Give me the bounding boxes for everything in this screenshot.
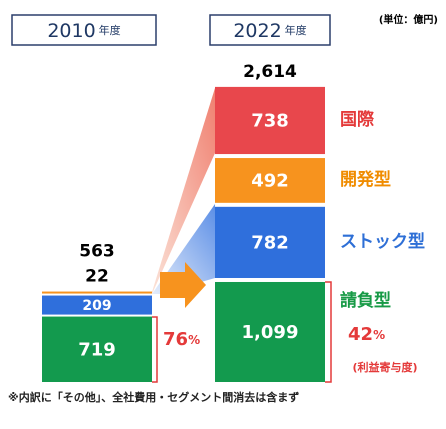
total-label: 2,614 xyxy=(243,62,297,82)
category-label: 2010 年度 xyxy=(47,20,120,42)
year: 2022 xyxy=(233,20,281,42)
bracket xyxy=(152,316,158,383)
bar-segment xyxy=(215,158,325,203)
value-label: 738 xyxy=(251,110,289,131)
share-note: (利益寄与度) xyxy=(352,360,417,374)
header-box xyxy=(209,14,331,46)
legend-label: 開発型 xyxy=(340,169,391,190)
unit-note: (単位：億円) xyxy=(379,13,438,26)
legend-label: ストック型 xyxy=(340,231,425,252)
bar-segment xyxy=(42,291,152,294)
value-label: 782 xyxy=(251,232,289,253)
flow-shape xyxy=(152,204,215,294)
share-value: 76 xyxy=(163,329,188,350)
value-label: 719 xyxy=(78,339,116,360)
legend-label: 請負型 xyxy=(340,290,391,311)
flow-shape xyxy=(152,88,215,294)
year-suffix: 年度 xyxy=(99,23,121,37)
value-label: 492 xyxy=(251,170,289,191)
value-label: 209 xyxy=(82,298,111,314)
bar-segment xyxy=(215,86,325,155)
value-label: 1,099 xyxy=(242,322,299,343)
bracket xyxy=(325,281,332,383)
arrow xyxy=(160,262,206,308)
bar-segment xyxy=(42,316,152,382)
share-unit: % xyxy=(188,333,200,347)
year: 2010 xyxy=(47,20,95,42)
share-value: 42 xyxy=(348,324,373,345)
share-unit: % xyxy=(373,328,385,342)
year-suffix: 年度 xyxy=(285,23,307,37)
share-annotation: 76% xyxy=(163,329,200,350)
value-label: 22 xyxy=(85,267,109,287)
share-annotation: 42% xyxy=(348,324,385,345)
bar-segment xyxy=(215,281,325,382)
bar-segment xyxy=(42,295,152,315)
bars: 請負型 ストック型 開発型 国際 719 209 22 563 1,099 782 492 738 2,… xyxy=(42,62,425,382)
legend-label: 国際 xyxy=(340,109,375,130)
footnote: ※内訳に「その他」、全社費用・セグメント間消去は含まず xyxy=(8,390,299,404)
bar-segment xyxy=(215,206,325,278)
category-label: 2022 年度 xyxy=(233,20,306,42)
total-label: 563 xyxy=(79,242,115,262)
header-box xyxy=(11,14,157,46)
